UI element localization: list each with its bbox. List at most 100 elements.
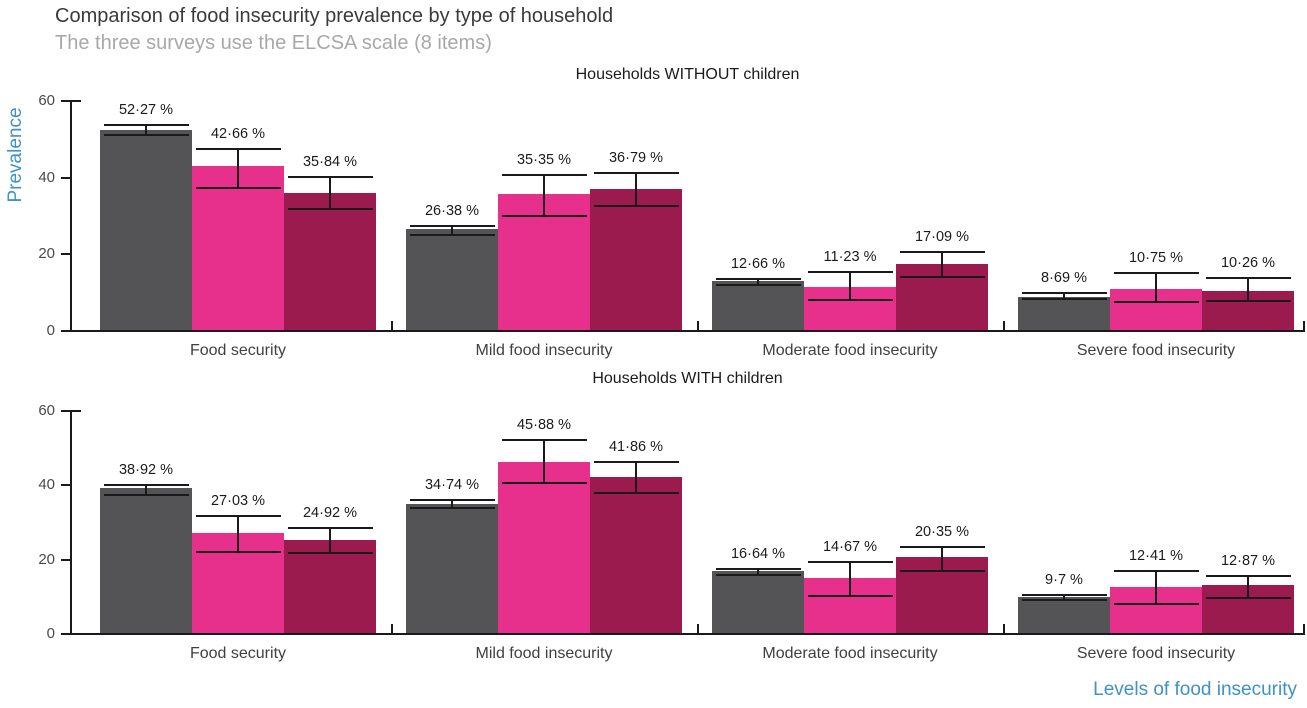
bar-survey-2 — [498, 462, 590, 633]
error-bar-cap-top — [103, 124, 189, 127]
bar-value-label: 11·23 % — [823, 248, 877, 265]
x-axis-label: Levels of food insecurity — [1093, 679, 1297, 700]
error-bar-cap-top — [807, 560, 893, 563]
error-bar-cap-bottom — [1021, 297, 1107, 300]
error-bar-cap-bottom — [501, 482, 587, 485]
error-bar-cap-bottom — [1205, 596, 1291, 599]
error-bar-stem — [145, 125, 147, 135]
panel-households-without-children: Households WITHOUT children 0 20 40 60 Food … — [0, 62, 1307, 362]
panel-title: Households WITH children — [592, 370, 783, 387]
bar-survey-3 — [284, 192, 376, 330]
error-bar-cap-top — [1205, 276, 1291, 279]
bar-value-label: 12·41 % — [1128, 547, 1183, 564]
bar-value-label: 20·35 % — [914, 523, 969, 540]
error-bar-cap-top — [501, 439, 587, 442]
bar-survey-1 — [1018, 596, 1110, 633]
x-group-tick — [391, 624, 393, 633]
error-bar-cap-top — [1113, 271, 1199, 274]
error-bar-stem — [941, 251, 943, 277]
x-axis-end-tick — [1303, 321, 1305, 330]
y-tick-label: 20 — [38, 550, 55, 568]
bar-value-label: 38·92 % — [118, 461, 173, 478]
y-tick — [61, 633, 70, 635]
error-bar-cap-bottom — [409, 234, 495, 237]
error-bar-stem — [1247, 277, 1249, 301]
bar-survey-2 — [498, 194, 590, 330]
error-bar-stem — [543, 440, 545, 484]
error-bar-stem — [757, 279, 759, 285]
bar-value-label: 24·92 % — [302, 505, 357, 522]
x-category-label: Severe food insecurity — [1076, 645, 1236, 662]
y-tick-label: 40 — [38, 476, 55, 494]
error-bar-cap-bottom — [715, 574, 801, 577]
bar-value-label: 14·67 % — [822, 538, 877, 555]
chart-title: Comparison of food insecurity prevalence… — [55, 5, 614, 27]
error-bar-cap-top — [1205, 575, 1291, 578]
y-tick-label: 0 — [46, 625, 55, 642]
x-category-label: Food security — [189, 342, 287, 359]
error-bar-stem — [237, 515, 239, 552]
bar-survey-1 — [100, 488, 192, 633]
error-bar-stem — [145, 484, 147, 496]
error-bar-stem — [1247, 576, 1249, 598]
y-tick-label: 20 — [38, 245, 55, 263]
y-axis-line — [70, 410, 72, 635]
bar-value-label: 52·27 % — [118, 102, 173, 119]
error-bar-stem — [941, 546, 943, 571]
error-bar-cap-top — [103, 483, 189, 486]
bar-value-label: 9·7 % — [1045, 572, 1083, 589]
bar-survey-2 — [192, 166, 284, 330]
y-axis-top-cap — [70, 100, 81, 102]
error-bar-cap-top — [287, 527, 373, 530]
error-bar-stem — [1155, 272, 1157, 303]
bar-survey-3 — [590, 477, 682, 633]
y-axis-top-cap — [70, 410, 81, 412]
error-bar-stem — [543, 174, 545, 216]
error-bar-cap-bottom — [899, 275, 985, 278]
chart-subtitle: The three surveys use the ELCSA scale (8… — [55, 32, 492, 54]
bar-value-label: 41·86 % — [608, 438, 663, 455]
error-bar-cap-bottom — [807, 594, 893, 597]
bar-value-label: 12·66 % — [730, 256, 785, 273]
y-tick — [61, 100, 70, 102]
error-bar-cap-bottom — [1205, 299, 1291, 302]
error-bar-cap-top — [899, 250, 985, 253]
bar-survey-3 — [590, 188, 682, 330]
x-category-label: Moderate food insecurity — [762, 645, 938, 662]
error-bar-stem — [451, 226, 453, 236]
x-category-label: Moderate food insecurity — [762, 342, 938, 359]
y-tick — [61, 558, 70, 561]
error-bar-stem — [237, 148, 239, 189]
error-bar-stem — [329, 177, 331, 210]
error-bar-cap-top — [593, 172, 679, 175]
error-bar-stem — [635, 173, 637, 206]
bar-value-label: 34·74 % — [424, 476, 479, 493]
bar-value-label: 17·09 % — [914, 228, 969, 245]
error-bar-cap-bottom — [1021, 598, 1107, 601]
bar-value-label: 35·84 % — [302, 154, 357, 171]
bar-survey-1 — [1018, 296, 1110, 330]
error-bar-cap-top — [409, 225, 495, 228]
error-bar-cap-top — [715, 278, 801, 281]
panel-title: Households WITHOUT children — [575, 66, 800, 83]
bar-survey-1 — [712, 571, 804, 633]
bar-value-label: 16·64 % — [730, 546, 785, 563]
x-category-label: Severe food insecurity — [1076, 342, 1236, 359]
error-bar-cap-top — [287, 176, 373, 179]
error-bar-cap-top — [195, 147, 281, 150]
error-bar-stem — [757, 569, 759, 575]
bar-value-label: 10·75 % — [1128, 249, 1183, 266]
error-bar-cap-bottom — [409, 507, 495, 510]
error-bar-cap-bottom — [195, 550, 281, 553]
bar-value-label: 27·03 % — [210, 492, 265, 509]
bar-value-label: 8·69 % — [1041, 270, 1087, 287]
y-tick-label: 0 — [46, 322, 55, 339]
y-tick — [61, 176, 70, 179]
y-tick — [61, 253, 70, 256]
x-group-tick — [697, 321, 699, 330]
x-axis-line — [70, 633, 1305, 635]
x-category-label: Mild food insecurity — [475, 342, 613, 359]
error-bar-stem — [849, 271, 851, 300]
bar-survey-1 — [406, 503, 498, 633]
